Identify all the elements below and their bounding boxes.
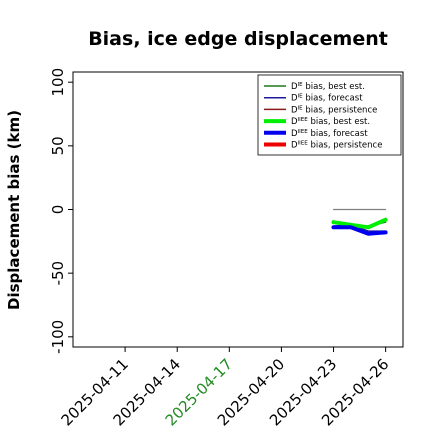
chart-title: Bias, ice edge displacement [88, 28, 388, 50]
legend-box [257, 74, 402, 156]
legend-label-main: D [291, 129, 298, 139]
y-tick-label: 0 [49, 205, 67, 215]
legend-label-sup: IIEE [298, 117, 309, 123]
legend-label-rest: bias, forecast [308, 129, 369, 139]
legend-label-sup: IE [298, 82, 304, 88]
legend-label-sup: IE [298, 94, 304, 100]
legend-entries: DIE bias, best est.DIE bias, forecastDIE… [264, 82, 382, 151]
legend-label-rest: bias, best est. [308, 117, 370, 127]
legend: DIE bias, best est.DIE bias, forecastDIE… [257, 74, 402, 156]
legend-label-rest: bias, persistence [308, 141, 383, 151]
x-axis-ticks: 2025-04-112025-04-142025-04-172025-04-20… [58, 347, 392, 429]
legend-label: DIE bias, forecast [291, 94, 363, 104]
legend-label-rest: bias, forecast [303, 94, 364, 104]
y-tick-label: -100 [49, 320, 67, 354]
y-tick-label: 100 [49, 68, 67, 97]
legend-label: DIIEE bias, persistence [291, 141, 382, 151]
legend-label: DIIEE bias, best est. [291, 117, 370, 127]
legend-label: DIE bias, best est. [291, 82, 365, 92]
legend-label: DIIEE bias, forecast [291, 129, 368, 139]
legend-label-main: D [291, 82, 298, 92]
legend-label-rest: bias, best est. [303, 82, 365, 92]
series-layer [331, 208, 388, 236]
y-axis-label: Displacement bias (km) [5, 110, 23, 310]
legend-label: DIE bias, persistence [291, 105, 377, 115]
legend-label-main: D [291, 117, 298, 127]
legend-label-main: D [291, 141, 298, 151]
legend-label-main: D [291, 94, 298, 104]
series-line-4 [331, 225, 388, 236]
legend-label-sup: IIEE [298, 129, 309, 135]
series-line-3 [331, 217, 388, 230]
legend-label-main: D [291, 105, 298, 115]
y-tick-label: 50 [49, 136, 67, 155]
legend-label-sup: IIEE [298, 141, 309, 147]
y-tick-label: -50 [49, 261, 67, 286]
legend-label-sup: IE [298, 105, 304, 111]
legend-label-rest: bias, persistence [303, 105, 378, 115]
y-axis-ticks: -100 -50 0 50 100 [49, 68, 73, 354]
